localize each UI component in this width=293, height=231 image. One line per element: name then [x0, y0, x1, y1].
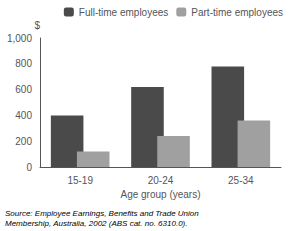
svg-text:400: 400: [15, 110, 32, 121]
svg-text:Age group (years): Age group (years): [120, 189, 200, 200]
svg-text:1,000: 1,000: [7, 33, 32, 44]
svg-text:15-19: 15-19: [67, 175, 93, 186]
svg-text:0: 0: [26, 162, 32, 173]
svg-text:600: 600: [15, 84, 32, 95]
svg-text:25-34: 25-34: [228, 175, 254, 186]
svg-text:Full-time employees: Full-time employees: [79, 7, 168, 18]
svg-text:800: 800: [15, 58, 32, 69]
svg-text:$: $: [34, 20, 40, 31]
svg-text:200: 200: [15, 136, 32, 147]
svg-text:20-24: 20-24: [148, 175, 174, 186]
svg-text:Membership, Australia, 2002 (A: Membership, Australia, 2002 (ABS cat. no…: [5, 219, 187, 228]
svg-text:Part-time employees: Part-time employees: [191, 7, 283, 18]
svg-text:Source: Employee Earnings, Ben: Source: Employee Earnings, Benefits and …: [5, 209, 199, 218]
